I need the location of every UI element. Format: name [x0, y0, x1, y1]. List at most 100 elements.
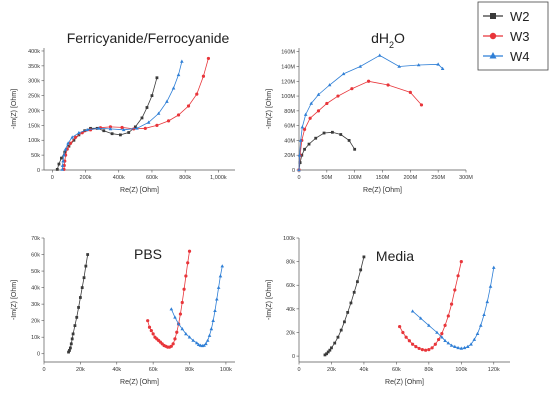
data-point-w4 — [66, 141, 70, 145]
x-tick-label: 80k — [185, 367, 194, 373]
x-axis-label: Re(Z) [Ohm] — [363, 187, 402, 194]
x-tick-label: 60k — [392, 367, 401, 373]
data-point-w2 — [346, 311, 350, 314]
data-point-w4 — [108, 127, 113, 131]
data-point-w4 — [300, 125, 305, 129]
y-tick-label: 0 — [292, 168, 295, 174]
legend-entry-w4: W4 — [483, 49, 530, 64]
y-tick-label: 60k — [31, 253, 40, 259]
data-point-w4 — [418, 316, 423, 320]
y-tick-label: 300k — [28, 79, 40, 85]
x-tick-label: 80k — [424, 367, 433, 373]
data-point-w4 — [196, 342, 201, 346]
data-point-w3 — [308, 116, 312, 120]
data-point-w3 — [180, 300, 184, 305]
data-point-w2 — [72, 138, 76, 142]
data-point-w4 — [70, 135, 75, 139]
data-point-w4 — [416, 63, 421, 67]
data-point-w3 — [195, 92, 199, 96]
legend-entry-w3: W3 — [483, 29, 530, 44]
data-point-w4 — [215, 297, 219, 301]
data-point-w3 — [386, 83, 390, 87]
data-point-w3 — [151, 332, 155, 336]
series-line-w4 — [412, 267, 495, 349]
data-point-w4 — [169, 307, 174, 311]
data-point-w2 — [307, 142, 311, 146]
x-tick-label: 100k — [220, 367, 232, 373]
data-point-w3 — [316, 109, 321, 113]
data-point-w2 — [57, 162, 61, 166]
y-tick-label: 150k — [28, 123, 40, 129]
data-point-w4 — [327, 83, 332, 87]
data-point-w3 — [186, 104, 191, 108]
data-point-w2 — [303, 147, 306, 151]
series-w4 — [169, 264, 225, 348]
data-point-w4 — [410, 309, 415, 313]
data-point-w4 — [309, 101, 314, 105]
data-point-w4 — [216, 285, 221, 289]
y-tick-label: 250k — [28, 94, 40, 100]
data-point-w4 — [63, 147, 68, 151]
series-w2 — [323, 255, 366, 357]
series-w3 — [297, 79, 424, 172]
y-tick-label: 350k — [28, 64, 40, 70]
data-point-w2 — [145, 106, 149, 109]
data-point-w4 — [60, 167, 65, 171]
y-tick-label: 50k — [31, 153, 40, 159]
data-point-w4 — [180, 59, 184, 63]
series-w2 — [55, 76, 159, 171]
data-point-w4 — [485, 299, 490, 304]
data-point-w4 — [204, 341, 208, 346]
x-tick-label: 100k — [455, 367, 467, 373]
data-point-w4 — [171, 86, 176, 90]
data-point-w2 — [71, 332, 75, 336]
data-point-w4 — [440, 66, 445, 71]
panel-title: Ferricyanide/Ferrocyanide — [67, 30, 230, 46]
x-tick-label: 400k — [113, 175, 125, 181]
data-point-w4 — [475, 331, 480, 335]
data-point-w2 — [359, 268, 363, 272]
y-tick-label: 50k — [31, 269, 40, 275]
data-point-w2 — [68, 349, 71, 352]
data-point-w3 — [350, 87, 354, 91]
series-line-w2 — [324, 256, 365, 356]
series-line-w3 — [399, 261, 462, 351]
data-point-w3 — [184, 274, 188, 278]
data-point-w4 — [478, 323, 483, 327]
data-point-w2 — [331, 130, 334, 134]
data-point-w3 — [420, 348, 424, 352]
x-tick-label: 0 — [297, 367, 300, 373]
x-tick-label: 50M — [321, 175, 332, 181]
data-point-w3 — [436, 337, 441, 342]
panel-title: dH2O — [371, 30, 405, 50]
data-point-w3 — [206, 56, 211, 61]
y-tick-label: 120M — [281, 79, 295, 85]
data-point-w4 — [462, 345, 467, 350]
data-point-w4 — [220, 264, 225, 268]
series-w4 — [60, 59, 184, 171]
data-point-w4 — [77, 130, 81, 135]
data-point-w3 — [146, 319, 150, 323]
data-point-w4 — [397, 64, 401, 68]
legend-label: W2 — [510, 9, 530, 24]
data-point-w3 — [456, 274, 460, 278]
data-point-w4 — [121, 127, 126, 132]
x-tick-label: 0 — [51, 175, 54, 181]
data-point-w3 — [419, 103, 424, 107]
data-point-w3 — [155, 123, 159, 127]
data-point-w4 — [358, 64, 363, 68]
data-point-w3 — [149, 328, 153, 333]
y-tick-label: 400k — [28, 49, 40, 55]
data-point-w2 — [78, 296, 82, 299]
data-point-w3 — [176, 113, 181, 117]
x-tick-label: 0 — [297, 175, 300, 181]
x-tick-label: 20k — [76, 367, 85, 373]
y-tick-label: 20k — [286, 330, 295, 336]
data-point-w4 — [195, 341, 199, 345]
legend-label: W4 — [510, 49, 530, 64]
x-tick-label: 200k — [80, 175, 92, 181]
data-point-w2 — [60, 156, 63, 160]
y-tick-label: 40M — [284, 138, 295, 144]
y-tick-label: 10k — [31, 335, 40, 341]
data-point-w2 — [119, 133, 122, 137]
